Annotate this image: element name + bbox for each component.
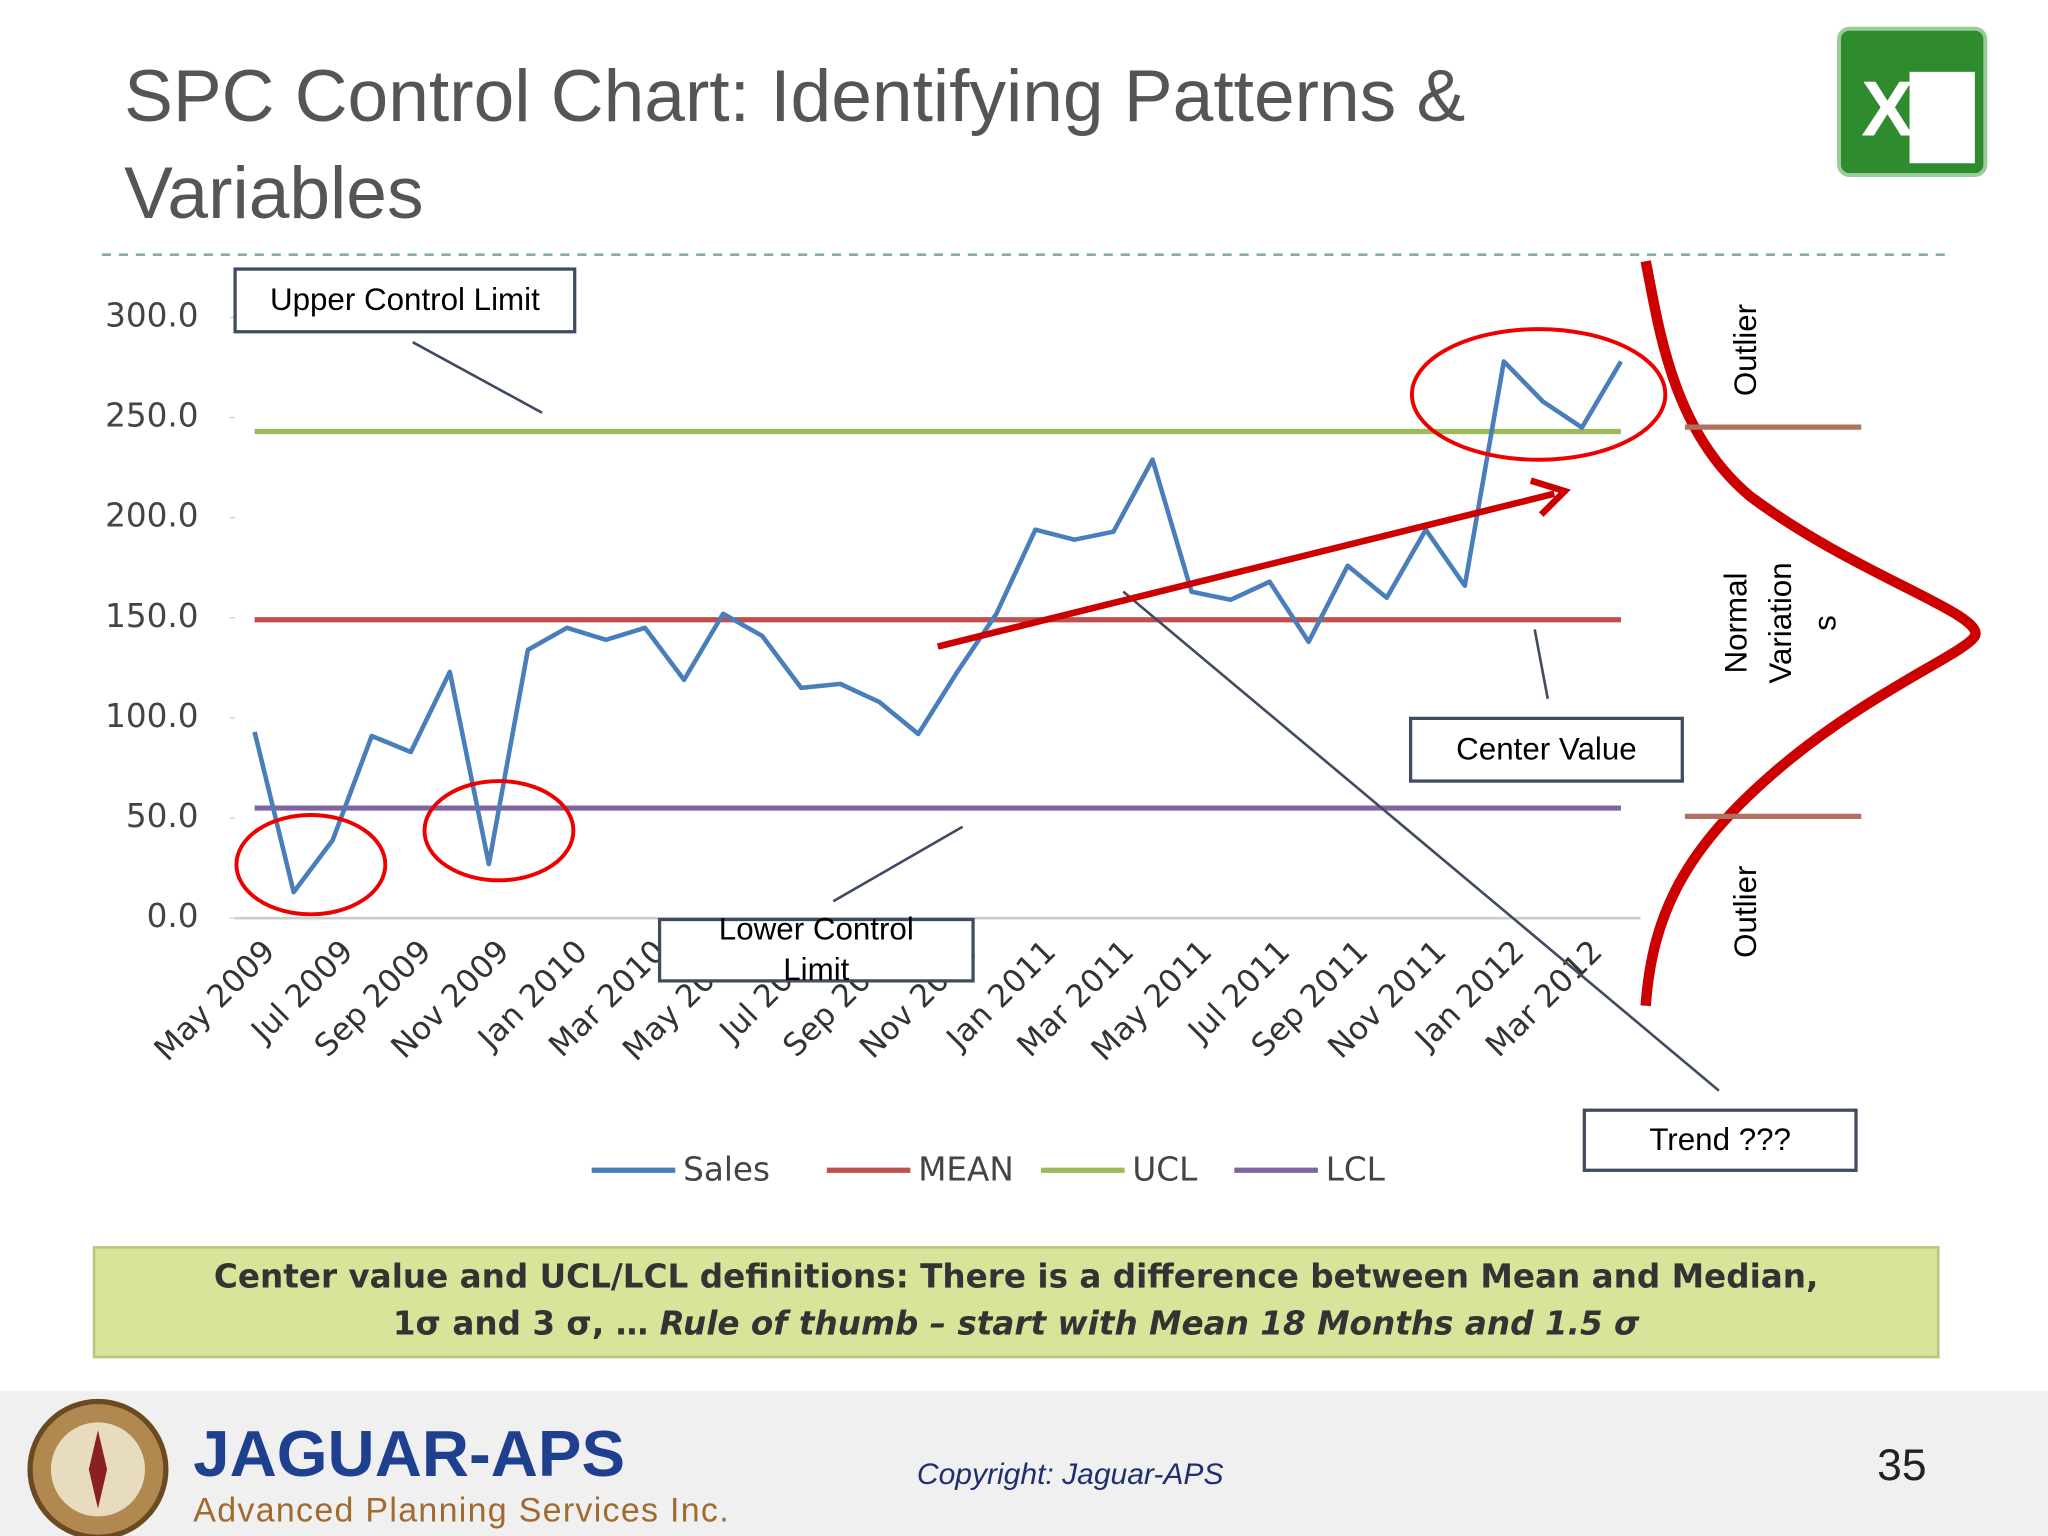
- legend-label: Sales: [683, 1151, 770, 1189]
- legend-label: MEAN: [918, 1151, 1014, 1189]
- annotation: Outlier: [1728, 866, 1763, 958]
- y-tick-label: 200.0: [105, 497, 198, 535]
- caption-box: [92, 1246, 1940, 1359]
- caption-part: Rule of thumb – start with Mean 18 Month…: [660, 1305, 1640, 1343]
- annotation: s: [1808, 615, 1843, 631]
- y-tick-label: 250.0: [105, 397, 198, 435]
- legend-label: LCL: [1326, 1151, 1386, 1189]
- annotation: Trend ???: [1649, 1122, 1791, 1157]
- y-tick-label: 150.0: [105, 597, 198, 635]
- y-tick-label: 300.0: [105, 296, 198, 334]
- title-line: SPC Control Chart: Identifying Patterns …: [124, 56, 1465, 137]
- footer-band: [0, 1391, 2048, 1536]
- copyright: Copyright: Jaguar-APS: [917, 1458, 1224, 1491]
- annotation: Upper Control Limit: [270, 282, 540, 317]
- chart: 0.0 50.0 100.0 150.0 200.0 250.0 300.0 May 2009…: [105, 296, 1623, 1189]
- compass-logo: [27, 1398, 169, 1536]
- svg-text:X: X: [1861, 65, 1913, 153]
- series-line: [252, 359, 1623, 895]
- page-number: 35: [1877, 1441, 1926, 1490]
- annotation: Lower Control: [719, 912, 914, 947]
- company-tagline: Advanced Planning Services Inc.: [193, 1491, 730, 1529]
- title-line: Variables: [124, 153, 423, 234]
- annotation: Variation: [1763, 562, 1798, 683]
- y-tick-label: 100.0: [105, 697, 198, 735]
- x-tick-label: May 2009: [148, 934, 283, 1069]
- annotation: Normal: [1719, 573, 1754, 674]
- y-tick-label: 0.0: [147, 897, 199, 935]
- annotation: Center Value: [1456, 731, 1637, 766]
- caption-part: 1σ and 3 σ, …: [393, 1305, 660, 1343]
- annotation-shapes: [233, 260, 1981, 1172]
- excel-icon: X: [1837, 26, 1988, 177]
- caption: 1σ and 3 σ, … Rule of thumb – start with…: [393, 1305, 1640, 1343]
- company-name: JAGUAR-APS: [193, 1417, 625, 1490]
- annotation: Limit: [783, 952, 849, 987]
- annotation: Outlier: [1728, 304, 1763, 396]
- caption: Center value and UCL/LCL definitions: Th…: [214, 1258, 1819, 1296]
- y-tick-label: 50.0: [126, 797, 199, 835]
- legend-label: UCL: [1132, 1151, 1198, 1189]
